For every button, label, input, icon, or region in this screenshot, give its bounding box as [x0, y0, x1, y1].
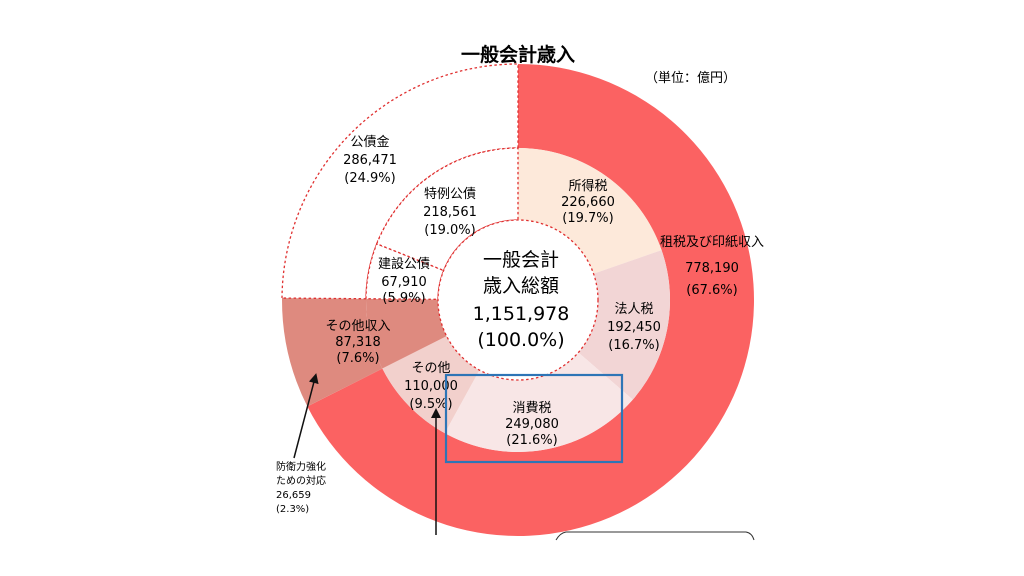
center-line-1: 一般会計: [483, 249, 559, 271]
label-sonota-shunyu-percent: (7.6%): [336, 351, 379, 366]
label-kensetsu-value: 67,910: [381, 275, 427, 290]
label-kensetsu-percent: (5.9%): [382, 291, 425, 306]
label-shotokuzei-percent: (19.7%): [562, 211, 613, 226]
inner-ring-slice-1: [578, 250, 670, 400]
label-tokurei-name: 特例公債: [424, 187, 476, 202]
label-sonota-percent: (9.5%): [409, 397, 452, 412]
label-tokurei-value: 218,561: [423, 205, 477, 220]
annotation-arrow-defense: [293, 373, 319, 459]
unit-label: （単位：億円）: [645, 70, 736, 86]
label-sozei-name: 租税及び印紙収入: [660, 235, 764, 250]
outer-ring-slice-1: [282, 298, 383, 407]
annotation-value: 26,659: [276, 490, 311, 501]
bottom-bracket: [555, 531, 755, 541]
center-total-value: 1,151,978: [473, 303, 570, 325]
label-shotokuzei-name: 所得税: [568, 178, 607, 194]
chart-title: 一般会計歳入: [461, 43, 575, 66]
label-houjinzei-name: 法人税: [614, 302, 653, 317]
inner-ring-slice-6: [375, 147, 519, 272]
label-houjinzei-value: 192,450: [607, 320, 661, 335]
label-sonota-shunyu-value: 87,318: [335, 335, 381, 350]
center-line-2: 歳入総額: [483, 275, 559, 297]
annotation-line-1: 防衛力強化: [276, 460, 326, 473]
label-shotokuzei-value: 226,660: [561, 195, 615, 210]
shouhizei-highlight-box: [444, 373, 624, 464]
donut-center-hole: [437, 219, 599, 381]
label-sonota-value: 110,000: [404, 379, 458, 394]
label-sonota-name: その他: [411, 361, 450, 376]
label-sonota-shunyu-name: その他収入: [325, 319, 390, 334]
label-kensetsu-name: 建設公債: [378, 256, 430, 272]
label-kousaikin-value: 286,471: [343, 153, 397, 168]
annotation-percent: (2.3%): [276, 504, 309, 515]
inner-ring-slice-0: [518, 148, 662, 274]
center-total-percent: (100.0%): [477, 329, 564, 351]
label-sozei-value: 778,190: [685, 261, 739, 276]
annotation-line-2: ための対応: [276, 474, 326, 487]
label-houjinzei-percent: (16.7%): [608, 338, 659, 353]
label-tokurei-percent: (19.0%): [424, 223, 475, 238]
label-kousaikin-percent: (24.9%): [344, 171, 395, 186]
label-sozei-percent: (67.6%): [686, 283, 737, 298]
inner-ring-slice-2: [444, 352, 633, 453]
label-shouhizei-name: 消費税: [512, 401, 551, 416]
inner-ring-slice-4: [366, 298, 447, 369]
inner-ring-slice-3: [382, 336, 480, 434]
label-shouhizei-percent: (21.6%): [506, 433, 557, 448]
outer-ring-slice-0: [307, 64, 754, 536]
label-shouhizei-value: 249,080: [505, 417, 559, 432]
slices-layer: [281, 63, 754, 536]
label-kousaikin-name: 公債金: [350, 134, 389, 150]
